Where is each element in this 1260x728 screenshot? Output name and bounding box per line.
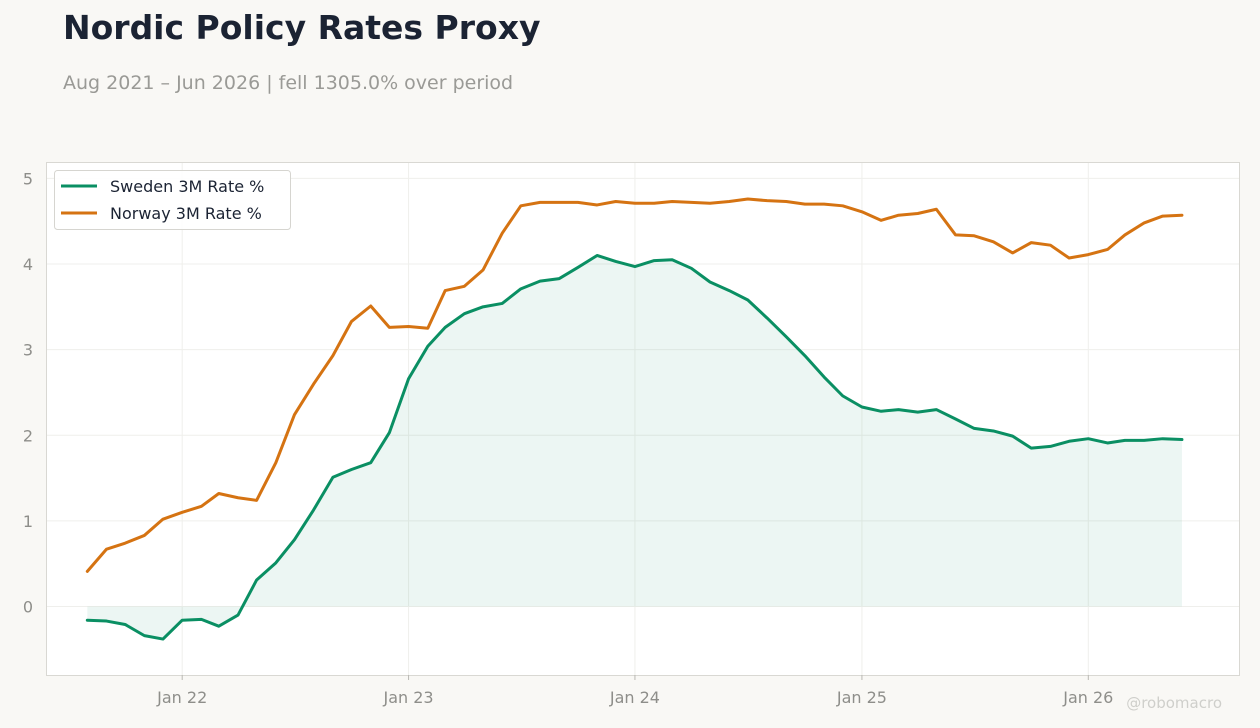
- legend-box: [54, 170, 291, 230]
- x-tick-label: Jan 22: [156, 688, 207, 707]
- x-tick-label: Jan 24: [609, 688, 660, 707]
- y-tick-label: 1: [23, 512, 33, 531]
- y-tick-label: 5: [23, 169, 33, 188]
- x-tick-label: Jan 26: [1062, 688, 1113, 707]
- y-tick-label: 4: [23, 255, 33, 274]
- chart-subtitle: Aug 2021 – Jun 2026 | fell 1305.0% over …: [63, 72, 514, 94]
- plot-area: [46, 162, 1240, 676]
- series-area-0: [87, 255, 1182, 640]
- x-tick-label: Jan 23: [383, 688, 434, 707]
- x-tick-label: Jan 25: [836, 688, 887, 707]
- series-fill: [87, 255, 1182, 640]
- series-line-1: [85, 197, 1184, 573]
- y-axis: 0 1 2 3 4 5: [23, 169, 33, 616]
- series-line-0: [85, 253, 1184, 641]
- y-tick-label: 0: [23, 598, 33, 617]
- legend: Sweden 3M Rate % Norway 3M Rate %: [54, 170, 291, 230]
- watermark: @robomacro: [1126, 694, 1222, 712]
- series-lines: [85, 197, 1184, 641]
- x-axis: Jan 22 Jan 23 Jan 24 Jan 25 Jan 26: [156, 675, 1113, 707]
- legend-label: Sweden 3M Rate %: [110, 177, 264, 196]
- y-tick-label: 2: [23, 426, 33, 445]
- legend-label: Norway 3M Rate %: [110, 204, 262, 223]
- chart-title: Nordic Policy Rates Proxy: [63, 8, 541, 47]
- y-tick-label: 3: [23, 341, 33, 360]
